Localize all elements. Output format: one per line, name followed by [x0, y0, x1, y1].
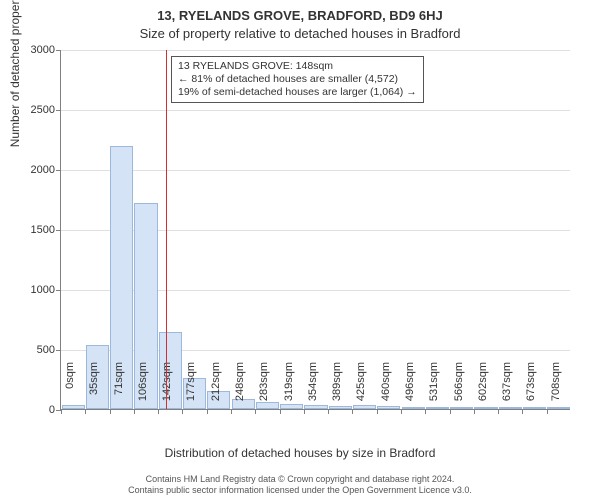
xtick-label: 35sqm — [88, 362, 100, 412]
xtick-label: 248sqm — [234, 362, 246, 412]
xtick-mark — [231, 409, 232, 414]
xtick-label: 389sqm — [331, 362, 343, 412]
xtick-label: 602sqm — [477, 362, 489, 412]
chart-title-sub: Size of property relative to detached ho… — [0, 24, 600, 42]
ytick-mark — [56, 170, 61, 171]
xtick-label: 142sqm — [161, 362, 173, 412]
xtick-mark — [85, 409, 86, 414]
chart-title-main: 13, RYELANDS GROVE, BRADFORD, BD9 6HJ — [0, 0, 600, 24]
xtick-mark — [352, 409, 353, 414]
xtick-label: 460sqm — [380, 362, 392, 412]
ytick-mark — [56, 50, 61, 51]
xtick-mark — [328, 409, 329, 414]
xtick-label: 566sqm — [453, 362, 465, 412]
xtick-mark — [425, 409, 426, 414]
xtick-label: 354sqm — [307, 362, 319, 412]
annotation-line-1: 13 RYELANDS GROVE: 148sqm — [178, 60, 417, 73]
footer-line-2: Contains public sector information licen… — [0, 485, 600, 496]
annotation-line-2: ← 81% of detached houses are smaller (4,… — [178, 73, 417, 86]
xtick-mark — [450, 409, 451, 414]
ytick-label: 1500 — [15, 224, 55, 236]
ytick-label: 2500 — [15, 104, 55, 116]
xtick-label: 531sqm — [428, 362, 440, 412]
ytick-label: 2000 — [15, 164, 55, 176]
x-axis-label: Distribution of detached houses by size … — [0, 446, 600, 460]
footer-note: Contains HM Land Registry data © Crown c… — [0, 474, 600, 497]
ytick-mark — [56, 230, 61, 231]
ytick-label: 0 — [15, 404, 55, 416]
xtick-label: 212sqm — [210, 362, 222, 412]
footer-line-1: Contains HM Land Registry data © Crown c… — [0, 474, 600, 485]
y-axis-label: Number of detached properties — [8, 0, 22, 147]
reference-line — [166, 50, 167, 409]
xtick-mark — [401, 409, 402, 414]
ytick-mark — [56, 110, 61, 111]
chart-container: 13, RYELANDS GROVE, BRADFORD, BD9 6HJ Si… — [0, 0, 600, 500]
xtick-mark — [522, 409, 523, 414]
xtick-label: 0sqm — [64, 362, 76, 412]
ytick-label: 1000 — [15, 284, 55, 296]
ytick-label: 3000 — [15, 44, 55, 56]
xtick-mark — [110, 409, 111, 414]
xtick-label: 71sqm — [113, 362, 125, 412]
xtick-label: 637sqm — [501, 362, 513, 412]
annotation-box: 13 RYELANDS GROVE: 148sqm ← 81% of detac… — [171, 56, 424, 103]
xtick-mark — [207, 409, 208, 414]
xtick-mark — [158, 409, 159, 414]
xtick-mark — [377, 409, 378, 414]
xtick-label: 319sqm — [283, 362, 295, 412]
xtick-label: 708sqm — [550, 362, 562, 412]
plot-area: 13 RYELANDS GROVE: 148sqm ← 81% of detac… — [60, 50, 570, 410]
xtick-label: 673sqm — [525, 362, 537, 412]
gridline — [61, 50, 570, 51]
xtick-label: 283sqm — [258, 362, 270, 412]
xtick-label: 496sqm — [404, 362, 416, 412]
xtick-mark — [182, 409, 183, 414]
annotation-line-3: 19% of semi-detached houses are larger (… — [178, 86, 417, 99]
xtick-mark — [547, 409, 548, 414]
xtick-label: 177sqm — [185, 362, 197, 412]
xtick-mark — [280, 409, 281, 414]
xtick-mark — [134, 409, 135, 414]
ytick-mark — [56, 290, 61, 291]
xtick-mark — [255, 409, 256, 414]
xtick-mark — [474, 409, 475, 414]
xtick-mark — [498, 409, 499, 414]
xtick-label: 106sqm — [137, 362, 149, 412]
gridline — [61, 110, 570, 111]
ytick-label: 500 — [15, 344, 55, 356]
xtick-mark — [304, 409, 305, 414]
ytick-mark — [56, 350, 61, 351]
gridline — [61, 170, 570, 171]
xtick-mark — [61, 409, 62, 414]
xtick-label: 425sqm — [355, 362, 367, 412]
